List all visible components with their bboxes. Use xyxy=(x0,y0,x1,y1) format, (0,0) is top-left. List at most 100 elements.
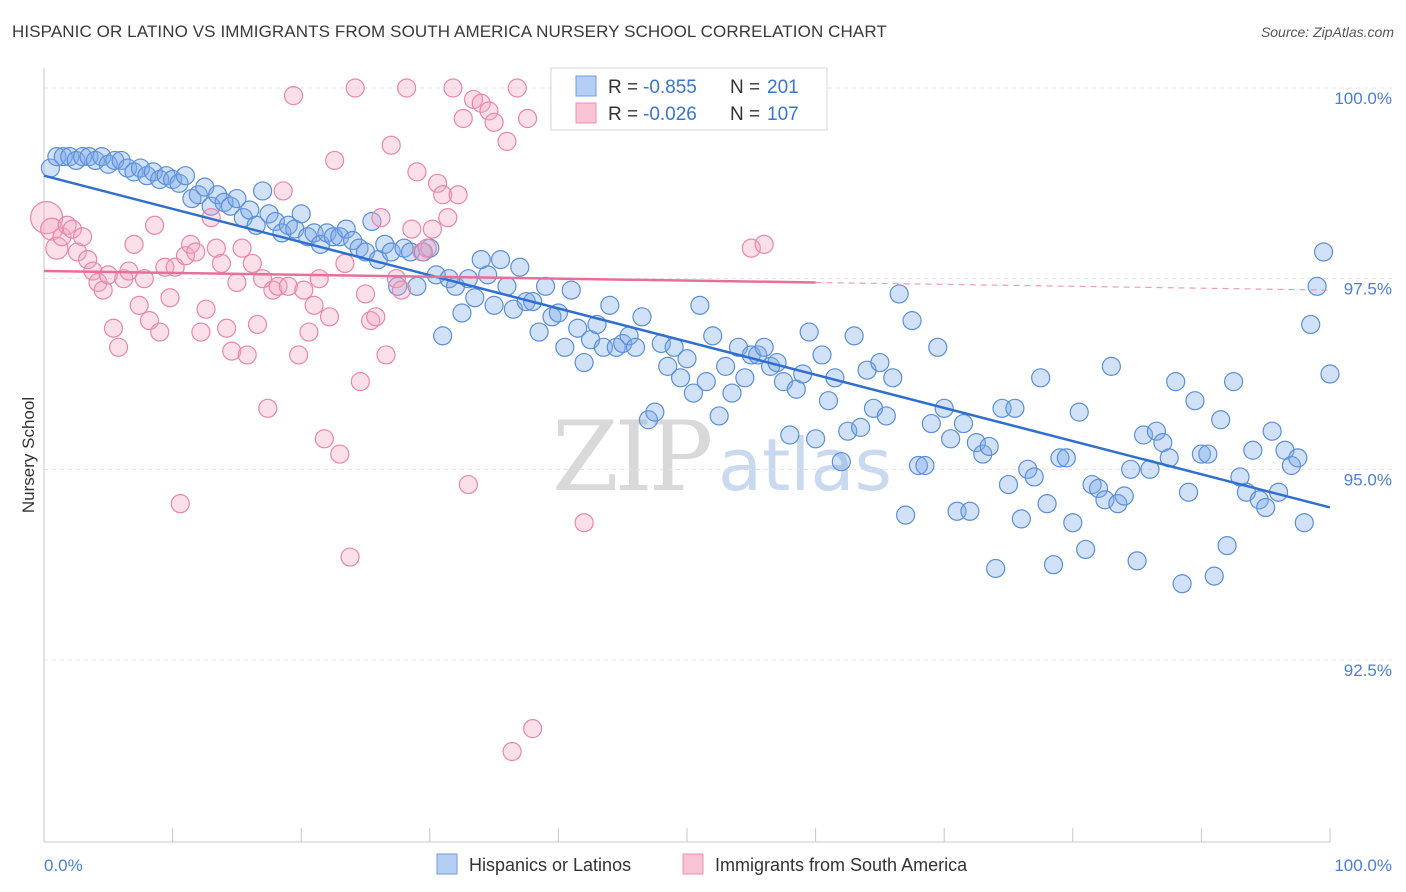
point-immigrants xyxy=(150,322,170,342)
point-immigrants xyxy=(391,280,412,300)
point-immigrants xyxy=(443,78,463,98)
point-hispanics xyxy=(529,322,549,342)
point-immigrants xyxy=(340,547,360,567)
legend-r-value-1: -0.855 xyxy=(643,77,697,98)
point-hispanics xyxy=(1108,494,1128,514)
x-axis-ticks: 0.0% 100.0% xyxy=(43,828,1392,875)
watermark-zip: ZIP xyxy=(552,401,711,513)
point-hispanics xyxy=(715,356,736,376)
point-immigrants xyxy=(497,131,517,151)
point-hispanics xyxy=(452,303,472,323)
point-hispanics xyxy=(1121,459,1141,479)
point-hispanics xyxy=(1011,509,1031,529)
point-hispanics xyxy=(889,284,909,304)
point-hispanics xyxy=(1166,372,1186,392)
point-immigrants xyxy=(412,242,432,262)
point-hispanics xyxy=(921,413,941,434)
point-immigrants xyxy=(754,234,774,254)
point-immigrants xyxy=(448,185,468,205)
point-immigrants xyxy=(479,101,499,121)
point-hispanics xyxy=(1056,448,1076,468)
point-immigrants xyxy=(160,288,180,308)
legend-swatch-immigrants xyxy=(682,853,704,875)
point-hispanics xyxy=(1146,421,1166,441)
y-tick-label: 100.0% xyxy=(1334,89,1392,108)
point-hispanics xyxy=(433,326,453,346)
point-hispanics xyxy=(613,333,633,354)
point-immigrants xyxy=(273,181,293,201)
y-tick-label: 95.0% xyxy=(1344,470,1392,489)
point-immigrants xyxy=(93,280,113,300)
point-immigrants xyxy=(283,86,304,106)
point-immigrants xyxy=(319,307,340,327)
point-hispanics xyxy=(175,166,196,186)
point-hispanics xyxy=(883,368,903,388)
point-hispanics xyxy=(574,352,594,373)
legend-n-value-2: 107 xyxy=(767,104,799,125)
point-hispanics xyxy=(253,181,273,201)
point-immigrants xyxy=(72,227,93,247)
legend-box xyxy=(550,67,828,131)
point-hispanics xyxy=(838,421,858,441)
point-immigrants xyxy=(309,269,329,289)
point-hispanics xyxy=(1185,391,1205,411)
point-hispanics xyxy=(1101,356,1121,376)
point-hispanics xyxy=(683,383,704,403)
point-hispanics xyxy=(851,417,871,437)
point-hispanics xyxy=(677,349,697,369)
point-immigrants xyxy=(304,295,324,315)
point-immigrants xyxy=(227,272,247,293)
point-hispanics xyxy=(336,219,356,239)
point-hispanics xyxy=(1127,551,1147,571)
point-immigrants xyxy=(217,318,237,338)
point-hispanics xyxy=(265,211,286,232)
point-immigrants xyxy=(206,238,226,258)
point-hispanics xyxy=(754,337,774,357)
point-immigrants xyxy=(345,78,365,98)
legend-swatch-hispanics xyxy=(436,853,458,875)
trend-line-hispanics xyxy=(43,174,1331,509)
point-immigrants xyxy=(376,345,396,365)
point-hispanics xyxy=(130,158,151,178)
point-hispanics xyxy=(92,147,112,167)
legend-r-label-2: R = xyxy=(608,104,638,125)
point-hispanics xyxy=(1307,276,1327,296)
point-hispanics xyxy=(1172,574,1192,594)
point-immigrants xyxy=(381,135,401,155)
point-immigrants xyxy=(471,93,491,113)
point-hispanics xyxy=(998,474,1019,495)
point-hispanics xyxy=(72,147,93,167)
point-hispanics xyxy=(645,402,665,422)
point-hispanics xyxy=(928,337,948,357)
point-hispanics xyxy=(568,318,588,338)
point-hispanics xyxy=(535,276,556,296)
point-hispanics xyxy=(259,204,279,224)
point-hispanics xyxy=(1076,539,1096,560)
point-immigrants xyxy=(335,253,355,274)
point-hispanics xyxy=(375,234,395,254)
point-immigrants xyxy=(232,238,252,258)
point-hispanics xyxy=(555,337,575,357)
point-hispanics xyxy=(709,406,729,426)
point-immigrants xyxy=(57,215,77,235)
point-immigrants xyxy=(417,238,437,258)
point-hispanics xyxy=(1088,478,1109,498)
series-immigrants-points xyxy=(29,78,774,762)
point-immigrants xyxy=(278,276,298,296)
point-hispanics xyxy=(780,425,800,445)
legend-n-value-1: 201 xyxy=(767,77,799,98)
point-immigrants xyxy=(186,242,206,262)
watermark-atlas: atlas xyxy=(718,423,892,507)
point-immigrants xyxy=(484,112,504,132)
point-hispanics xyxy=(1204,566,1224,586)
point-immigrants xyxy=(397,78,417,98)
point-immigrants xyxy=(222,341,242,361)
point-hispanics xyxy=(818,391,839,411)
point-hispanics xyxy=(1294,513,1314,533)
point-hispanics xyxy=(478,265,498,285)
point-hispanics xyxy=(722,383,742,403)
legend-label-hispanics: Hispanics or Latinos xyxy=(469,855,631,875)
point-hispanics xyxy=(343,230,363,251)
point-immigrants xyxy=(211,253,232,274)
